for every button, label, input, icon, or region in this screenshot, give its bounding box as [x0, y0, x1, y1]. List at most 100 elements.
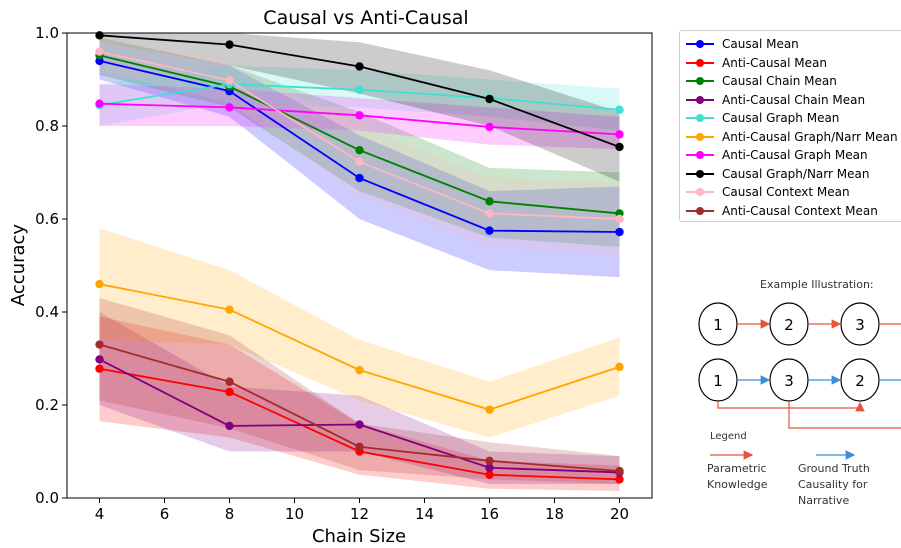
- chart-title: Causal vs Anti-Causal: [263, 7, 468, 29]
- data-point: [485, 226, 494, 235]
- y-tick-label: 0.4: [35, 303, 59, 321]
- ground-truth-label-line: Causality for: [798, 478, 868, 491]
- legend-label: Anti-Causal Graph Mean: [722, 148, 868, 162]
- data-point: [355, 111, 364, 120]
- data-point: [355, 173, 364, 183]
- data-point: [95, 31, 104, 40]
- legend-entry: Causal Graph Mean: [686, 109, 839, 127]
- node-label: 2: [855, 372, 865, 390]
- series-points: [95, 31, 624, 484]
- legend-entry: Anti-Causal Graph/Narr Mean: [686, 128, 898, 146]
- confidence-band: [99, 298, 620, 485]
- data-point: [95, 355, 104, 364]
- data-point: [355, 442, 364, 452]
- legend-swatch-marker: [696, 132, 704, 141]
- legend-swatch: [686, 111, 714, 125]
- legend-entry: Anti-Causal Chain Mean: [686, 91, 865, 109]
- data-point: [485, 209, 494, 218]
- confidence-band: [99, 228, 620, 438]
- legend-label: Anti-Causal Chain Mean: [722, 92, 866, 107]
- illustration-title: Example Illustration:: [760, 278, 874, 291]
- data-point: [225, 305, 234, 314]
- legend-swatch-marker: [696, 114, 704, 122]
- node-label: 3: [784, 372, 794, 390]
- node-label: 2: [784, 316, 794, 334]
- y-axis-ticks: 0.0 0.2 0.4 0.6 0.8 1.0: [35, 24, 67, 507]
- legend-swatch: [686, 93, 714, 107]
- y-tick-label: 0.0: [35, 489, 59, 507]
- legend-swatch-marker: [696, 58, 704, 67]
- confidence-band: [99, 316, 620, 492]
- y-tick-label: 0.2: [35, 396, 59, 414]
- x-tick-label: 8: [225, 505, 235, 523]
- node-circle: [698, 302, 738, 346]
- legend-label: Causal Chain Mean: [722, 74, 837, 88]
- data-point: [355, 157, 364, 167]
- legend-swatch-marker: [696, 77, 704, 85]
- legend-swatch-marker: [696, 188, 704, 196]
- legend-entry: Causal Context Mean: [686, 183, 850, 201]
- legend-entry: Anti-Causal Graph Mean: [686, 146, 868, 164]
- chart-legend: Causal Mean Anti-Causal Mean Causal Chain …: [679, 30, 901, 222]
- x-axis-ticks: 4 6 8 10 12 14 16 18 20: [95, 498, 629, 523]
- x-tick-label: 10: [285, 505, 304, 523]
- legend-entry: Causal Graph/Narr Mean: [686, 165, 869, 183]
- legend-swatch-marker: [696, 151, 704, 159]
- legend-entry: Causal Chain Mean: [686, 72, 837, 90]
- legend-swatch: [686, 148, 714, 162]
- legend-swatch: [686, 167, 714, 181]
- illustration-diagram: 1 2 3 1 3 2: [698, 302, 901, 460]
- data-point: [485, 122, 494, 132]
- legend-swatch: [686, 74, 714, 88]
- legend-label: Causal Context Mean: [722, 185, 850, 199]
- legend-label: Causal Graph/Narr Mean: [722, 166, 870, 181]
- data-point: [615, 227, 624, 237]
- x-tick-label: 14: [415, 505, 434, 523]
- y-tick-label: 1.0: [35, 24, 59, 42]
- legend-swatch: [686, 185, 714, 199]
- legend-swatch: [686, 204, 714, 218]
- legend-entry: Causal Mean: [686, 35, 799, 53]
- legend-swatch: [686, 56, 714, 70]
- legend-swatch-marker: [696, 40, 704, 48]
- data-point: [95, 364, 104, 373]
- x-tick-label: 18: [545, 505, 564, 523]
- data-point: [95, 47, 104, 56]
- legend-swatch-marker: [696, 206, 704, 215]
- parametric-arrow: [788, 401, 901, 429]
- legend-label: Causal Mean: [722, 37, 799, 51]
- x-tick-label: 16: [480, 505, 499, 523]
- data-point: [485, 456, 494, 465]
- data-point: [485, 463, 494, 472]
- y-tick-label: 0.8: [35, 117, 59, 135]
- legend-label: Anti-Causal Context Mean: [722, 203, 878, 218]
- x-tick-label: 20: [610, 505, 629, 523]
- x-axis-label: Chain Size: [312, 526, 406, 547]
- data-point: [615, 475, 624, 484]
- data-point: [355, 420, 364, 429]
- legend-swatch: [686, 130, 714, 144]
- parametric-label-line: Parametric: [707, 462, 767, 475]
- legend-swatch-marker: [696, 95, 704, 104]
- node-label: 3: [855, 316, 865, 334]
- data-point: [225, 103, 234, 112]
- parametric-label-line: Knowledge: [707, 478, 768, 491]
- data-point: [615, 130, 624, 139]
- legend-label: Causal Graph Mean: [722, 111, 840, 125]
- data-point: [95, 99, 104, 108]
- data-point: [225, 421, 234, 431]
- data-point: [95, 340, 104, 349]
- legend-swatch: [686, 37, 714, 51]
- data-point: [225, 40, 234, 49]
- data-point: [225, 76, 234, 85]
- y-tick-label: 0.6: [35, 210, 59, 228]
- data-point: [355, 62, 364, 71]
- legend-label: Anti-Causal Mean: [722, 55, 827, 70]
- node-label: 1: [713, 372, 723, 390]
- data-point: [355, 365, 364, 375]
- legend-entry: Anti-Causal Mean: [686, 54, 827, 72]
- node-label: 1: [713, 316, 723, 334]
- data-point: [225, 387, 234, 397]
- data-point: [225, 377, 234, 386]
- ground-truth-label-line: Narrative: [798, 494, 850, 507]
